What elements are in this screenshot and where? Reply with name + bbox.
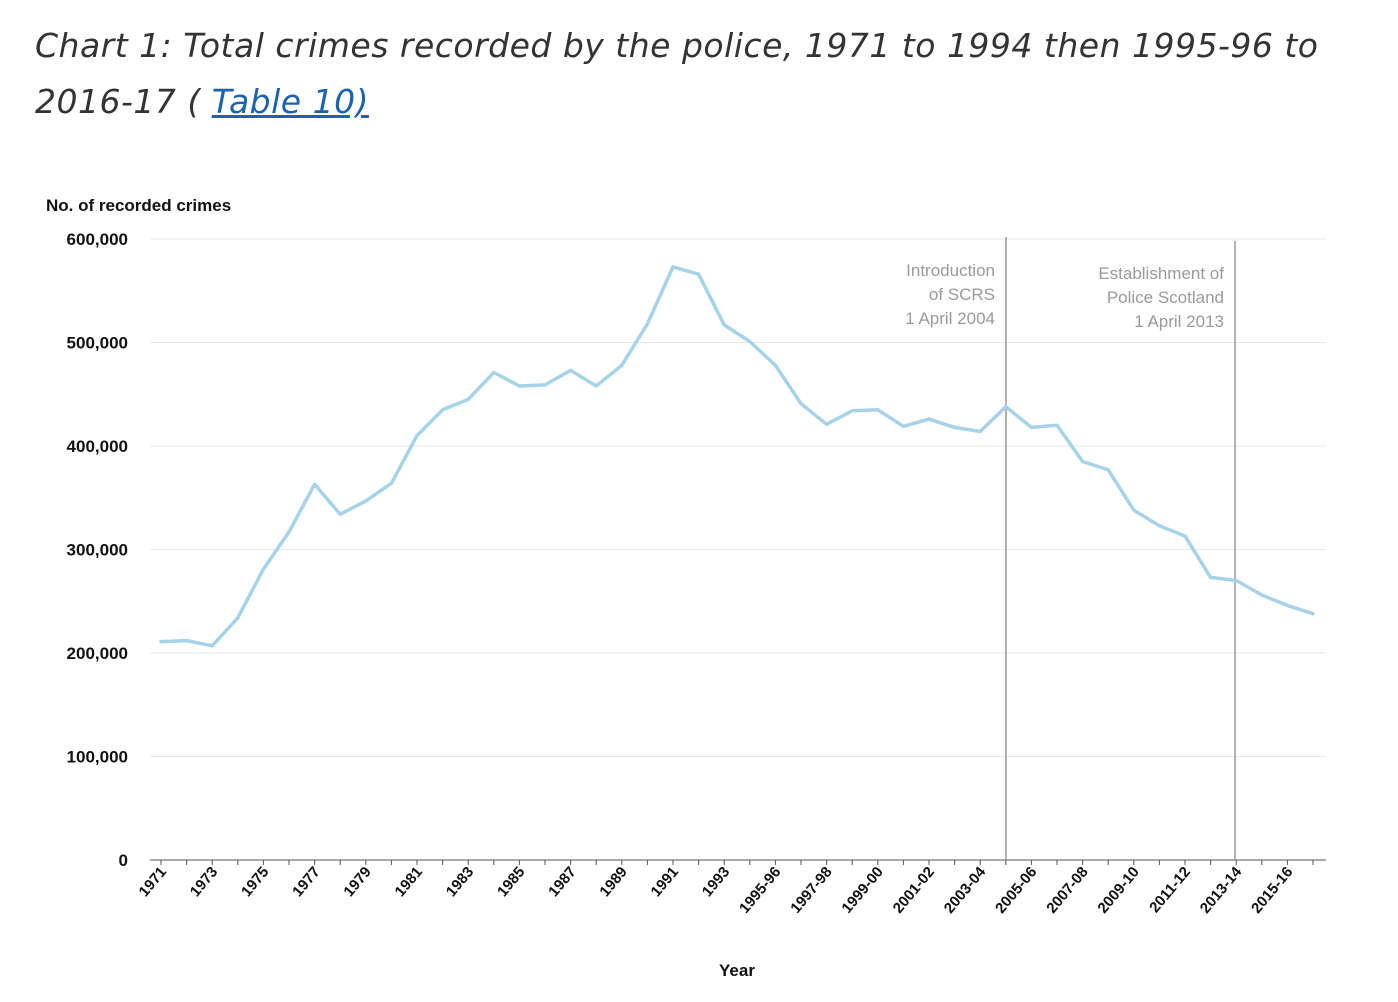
data-point [389,481,393,485]
data-point [441,408,445,412]
data-point [1209,575,1213,580]
x-tick-label: 2015-16 [1248,864,1296,917]
data-point [261,567,265,571]
x-tick-label: 1973 [187,864,221,900]
x-tick-label: 1989 [596,864,630,900]
data-point [1132,508,1136,512]
y-tick-label: 600,000 [67,230,128,249]
chart-title-text: Chart 1: Total crimes recorded by the po… [35,26,1319,121]
annotations: Introduction of SCRS 1 April 2004 Establish… [905,237,1236,860]
data-point [620,363,624,367]
x-tick-label: 2009-10 [1094,864,1142,917]
data-point [953,425,957,429]
data-point [1081,459,1085,464]
y-tick-label: 500,000 [67,334,128,353]
annotation-text: Establishment of [1098,264,1224,283]
axes: 0 100,000 200,000 300,000 400,000 500,000 600,… [67,230,1326,917]
data-point [159,640,163,644]
y-tick-label: 400,000 [67,437,128,456]
data-point [1029,425,1033,429]
x-tick-label: 1995-96 [736,864,784,917]
x-tick-label: 1977 [289,864,323,900]
annotation-text: of SCRS [929,285,995,304]
data-point [799,401,803,406]
data-point [978,429,982,434]
table-10-link[interactable]: Table 10) [211,82,369,121]
data-point [594,384,598,388]
x-tick-label: 1999-00 [838,864,886,917]
x-tick-label: 1997-98 [787,864,835,917]
x-tick-label: 2013-14 [1197,863,1246,917]
x-tick-label: 1979 [340,864,374,900]
x-tick-label: 1971 [136,864,170,900]
gridlines [150,238,1326,757]
x-tick-label: 2007-08 [1043,864,1091,917]
annotation-text: 1 April 2013 [1134,312,1224,331]
data-point [415,434,419,438]
x-tick-label: 1981 [392,864,426,900]
data-point [185,638,189,643]
y-axis-label: No. of recorded crimes [46,196,231,215]
data-point [1234,578,1238,583]
data-point [1004,405,1008,409]
x-tick-label: 2003-04 [941,863,990,917]
data-point [1260,593,1264,597]
data-point [825,422,829,426]
data-point [1183,534,1187,538]
data-point [517,384,522,388]
data-point [876,408,880,412]
data-point [850,409,854,413]
data-point [569,368,573,373]
data-point [1106,468,1110,472]
annotation-text: Introduction [906,261,995,280]
annotation-text: 1 April 2004 [905,309,995,328]
data-point [773,363,778,367]
y-tick-label: 100,000 [67,748,128,767]
data-point [492,370,496,375]
data-point [543,383,547,387]
x-tick-label: 1983 [443,864,477,900]
data-point [671,265,675,269]
data-point [364,499,368,503]
data-point [901,424,906,428]
data-point [927,417,931,421]
x-tick-label: 1991 [648,864,682,900]
y-tick-label: 200,000 [67,644,128,663]
y-tick-label: 300,000 [67,541,128,560]
data-point [466,397,470,402]
x-tick-label: 2011-12 [1146,864,1194,916]
data-point [313,482,317,486]
chart-title: Chart 1: Total crimes recorded by the po… [35,18,1365,130]
series [159,265,1315,648]
data-point [748,339,752,344]
x-axis-label: Year [719,961,755,980]
data-point [1285,603,1289,607]
data-point [338,512,342,516]
x-tick-label: 1993 [699,864,733,900]
x-tick-label: 1987 [545,864,579,900]
x-tick-label: 2001-02 [890,864,938,917]
data-point [236,616,240,620]
x-tick-label: 1985 [494,864,528,900]
series-line [159,265,1315,648]
data-point [645,322,650,326]
y-tick-label: 0 [119,851,128,870]
data-point [1157,524,1161,528]
annotation-text: Police Scotland [1107,288,1224,307]
x-tick-label: 1975 [238,864,272,900]
x-tick-label: 2005-06 [992,864,1040,917]
data-point [697,272,701,276]
data-point [722,323,726,327]
data-point [1311,612,1315,616]
data-point [1055,423,1059,427]
data-point [210,644,214,648]
data-point [287,530,291,534]
